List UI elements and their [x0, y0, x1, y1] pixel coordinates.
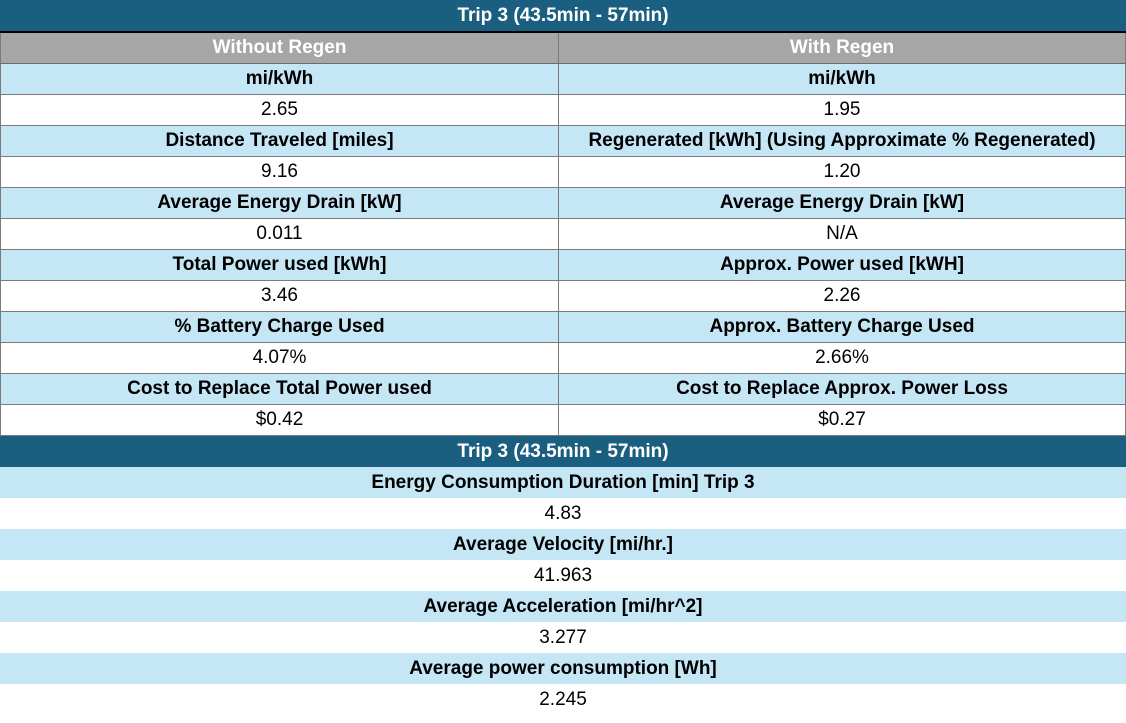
- top-table-column-header-row: Without Regen With Regen: [0, 33, 1126, 64]
- cell-left-value[interactable]: 0.011: [0, 219, 558, 249]
- table-row: 3.277: [0, 622, 1126, 653]
- cell-right-label[interactable]: Cost to Replace Approx. Power Loss: [558, 374, 1126, 404]
- cell-left-label[interactable]: Total Power used [kWh]: [0, 250, 558, 280]
- cell-right-value[interactable]: N/A: [558, 219, 1126, 249]
- cell-left-label[interactable]: Average Energy Drain [kW]: [0, 188, 558, 218]
- cell-left-label[interactable]: Distance Traveled [miles]: [0, 126, 558, 156]
- table-row: 3.46 2.26: [0, 281, 1126, 312]
- cell-left-value[interactable]: $0.42: [0, 405, 558, 435]
- table-row: Average Acceleration [mi/hr^2]: [0, 591, 1126, 622]
- table-row: Distance Traveled [miles] Regenerated [k…: [0, 126, 1126, 157]
- cell-value[interactable]: 3.277: [539, 626, 587, 648]
- cell-left-label[interactable]: Cost to Replace Total Power used: [0, 374, 558, 404]
- table-row: $0.42 $0.27: [0, 405, 1126, 436]
- cell-right-label[interactable]: mi/kWh: [558, 64, 1126, 94]
- column-header-with-regen[interactable]: With Regen: [558, 33, 1126, 63]
- top-table-title-row: Trip 3 (43.5min - 57min): [0, 0, 1126, 33]
- table-row: Total Power used [kWh] Approx. Power use…: [0, 250, 1126, 281]
- cell-label[interactable]: Average Velocity [mi/hr.]: [453, 533, 673, 555]
- cell-right-label[interactable]: Approx. Power used [kWH]: [558, 250, 1126, 280]
- cell-label[interactable]: Average power consumption [Wh]: [409, 657, 717, 679]
- cell-right-value[interactable]: 1.20: [558, 157, 1126, 187]
- cell-label[interactable]: Energy Consumption Duration [min] Trip 3: [371, 471, 755, 493]
- cell-value[interactable]: 4.83: [544, 502, 582, 524]
- cell-left-label[interactable]: mi/kWh: [0, 64, 558, 94]
- table-row: 9.16 1.20: [0, 157, 1126, 188]
- table-row: 2.245: [0, 684, 1126, 716]
- cell-label[interactable]: Average Acceleration [mi/hr^2]: [423, 595, 703, 617]
- cell-right-value[interactable]: 2.26: [558, 281, 1126, 311]
- cell-right-value[interactable]: 1.95: [558, 95, 1126, 125]
- cell-right-label[interactable]: Approx. Battery Charge Used: [558, 312, 1126, 342]
- cell-left-value[interactable]: 4.07%: [0, 343, 558, 373]
- cell-value[interactable]: 2.245: [539, 689, 587, 710]
- cell-right-value[interactable]: 2.66%: [558, 343, 1126, 373]
- cell-value[interactable]: 41.963: [533, 564, 593, 586]
- cell-right-label[interactable]: Regenerated [kWh] (Using Approximate % R…: [558, 126, 1126, 156]
- bottom-table-title-row: Trip 3 (43.5min - 57min): [0, 436, 1126, 467]
- table-row: Average Velocity [mi/hr.]: [0, 529, 1126, 560]
- cell-left-value[interactable]: 9.16: [0, 157, 558, 187]
- cell-left-label[interactable]: % Battery Charge Used: [0, 312, 558, 342]
- cell-right-label[interactable]: Average Energy Drain [kW]: [558, 188, 1126, 218]
- top-table-title[interactable]: Trip 3 (43.5min - 57min): [457, 4, 669, 26]
- bottom-table-title[interactable]: Trip 3 (43.5min - 57min): [457, 440, 669, 462]
- table-row: 41.963: [0, 560, 1126, 591]
- table-row: Cost to Replace Total Power used Cost to…: [0, 374, 1126, 405]
- table-row: Energy Consumption Duration [min] Trip 3: [0, 467, 1126, 498]
- cell-left-value[interactable]: 2.65: [0, 95, 558, 125]
- table-row: 4.07% 2.66%: [0, 343, 1126, 374]
- table-row: % Battery Charge Used Approx. Battery Ch…: [0, 312, 1126, 343]
- table-row: mi/kWh mi/kWh: [0, 64, 1126, 95]
- column-header-without-regen[interactable]: Without Regen: [0, 33, 558, 63]
- table-row: 2.65 1.95: [0, 95, 1126, 126]
- table-row: 4.83: [0, 498, 1126, 529]
- table-row: 0.011 N/A: [0, 219, 1126, 250]
- cell-left-value[interactable]: 3.46: [0, 281, 558, 311]
- cell-right-value[interactable]: $0.27: [558, 405, 1126, 435]
- table-row: Average Energy Drain [kW] Average Energy…: [0, 188, 1126, 219]
- table-row: Average power consumption [Wh]: [0, 653, 1126, 684]
